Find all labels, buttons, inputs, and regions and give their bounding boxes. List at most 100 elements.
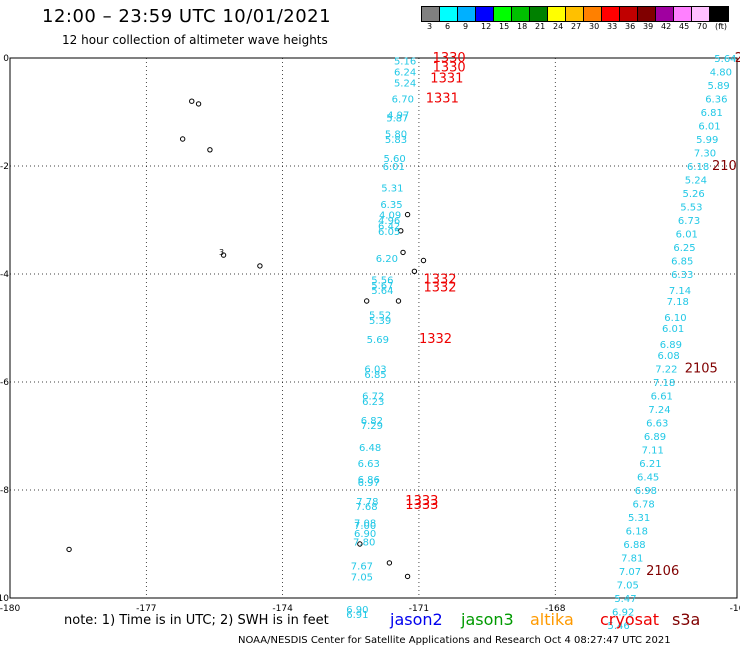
wave-height-value: 6.88 <box>623 540 645 551</box>
wave-height-value: 4.09 <box>379 211 401 222</box>
wave-height-value: 7.30 <box>694 149 716 160</box>
y-tick-label: -10 <box>0 594 9 604</box>
wave-height-value: 5.69 <box>367 335 389 346</box>
wave-height-value: 6.91 <box>346 610 368 621</box>
color-scale-label: 18 <box>517 22 528 31</box>
color-swatch <box>566 7 584 21</box>
wave-height-value: 5.56 <box>371 275 393 286</box>
x-tick-label: -177 <box>136 604 156 614</box>
wave-height-value: 7.29 <box>361 421 383 432</box>
wave-height-value: 6.25 <box>673 243 695 254</box>
color-swatch <box>620 7 638 21</box>
color-scale-label: 70 <box>697 22 708 31</box>
color-scale-label: (ft) <box>715 22 728 31</box>
wave-height-value: 6.01 <box>662 324 684 335</box>
wave-height-value: 6.01 <box>676 230 698 241</box>
wave-height-value: 6.61 <box>651 392 673 403</box>
island-label: 3 <box>219 248 224 257</box>
y-tick-label: -8 <box>0 486 9 496</box>
color-swatch <box>584 7 602 21</box>
island-outline <box>357 541 363 547</box>
wave-height-value: 5.87 <box>386 113 408 124</box>
wave-height-value: 5.89 <box>707 81 729 92</box>
color-scale-label: 27 <box>571 22 582 31</box>
x-tick-label: -180 <box>0 604 20 614</box>
wave-height-value: 5.46 <box>608 621 630 632</box>
orbit-number-label: 2 <box>735 51 740 66</box>
orbit-number-label: 1330 <box>433 61 466 76</box>
map-frame <box>9 57 738 599</box>
wave-height-value: 6.33 <box>671 270 693 281</box>
island-outline <box>411 268 418 274</box>
color-swatch <box>458 7 476 21</box>
wave-height-value: 6.45 <box>637 473 659 484</box>
wave-height-value: 6.63 <box>358 459 380 470</box>
color-swatch <box>638 7 656 21</box>
wave-height-value: 6.92 <box>612 608 634 619</box>
wave-height-value: 5.52 <box>369 311 391 322</box>
island-outline <box>404 211 411 218</box>
color-scale-label: 9 <box>463 22 469 31</box>
color-swatch <box>674 7 692 21</box>
wave-height-value: 7.05 <box>351 572 373 583</box>
y-tick-label: -6 <box>0 378 9 388</box>
color-scale-label: 36 <box>625 22 636 31</box>
wave-height-value: 5.39 <box>369 316 391 327</box>
legend-s3a: s3a <box>672 610 701 629</box>
color-scale-label: 45 <box>679 22 690 31</box>
wave-height-value: 5.26 <box>682 189 704 200</box>
wave-height-value: 7.11 <box>642 446 664 457</box>
wave-height-value: 6.85 <box>364 370 386 381</box>
wave-height-value: 6.18 <box>687 162 709 173</box>
orbit-number-label: 1332 <box>423 272 456 287</box>
orbit-number-label: 1331 <box>430 72 463 87</box>
orbit-number-label: 1332 <box>419 332 452 347</box>
color-scale-label: 33 <box>607 22 618 31</box>
wave-height-value: 6.18 <box>626 527 648 538</box>
color-scale-labels: 3 6 9 12 15 18 21 24 27 30 33 36 39 42 45 70 (ft) <box>421 22 740 34</box>
island-outline <box>66 546 72 553</box>
wave-height-value: 6.23 <box>362 397 384 408</box>
wave-height-value: 6.82 <box>361 416 383 427</box>
chart-subtitle: 12 hour collection of altimeter wave hei… <box>62 33 328 47</box>
wave-height-value: 6.05 <box>378 227 400 238</box>
island-outline <box>404 573 411 580</box>
wave-height-value: 7.81 <box>621 554 643 565</box>
wave-height-value: 5.83 <box>385 135 407 146</box>
island-outline <box>398 228 404 234</box>
color-scale-legend <box>421 6 729 22</box>
wave-height-value: 6.08 <box>657 351 679 362</box>
legend-jason3: jason3 <box>461 610 514 629</box>
wave-height-value: 7.08 <box>354 518 376 529</box>
wave-height-value: 7.67 <box>351 562 373 573</box>
chart-title: 12:00 – 23:59 UTC 10/01/2021 <box>42 6 332 27</box>
wave-height-value: 5.31 <box>381 184 403 195</box>
wave-height-value: 6.70 <box>392 95 414 106</box>
legend-altika: altika <box>530 610 574 629</box>
color-swatch <box>422 7 440 21</box>
orbit-number-label: 1331 <box>426 92 459 107</box>
wave-height-value: 6.81 <box>701 108 723 119</box>
color-scale-label: 21 <box>535 22 546 31</box>
wave-height-value: 6.78 <box>632 500 654 511</box>
wave-height-value: 6.63 <box>646 419 668 430</box>
wave-height-value: 6.97 <box>358 478 380 489</box>
island-outline <box>195 101 202 107</box>
color-swatch <box>494 7 512 21</box>
wave-height-value: 6.20 <box>376 254 398 265</box>
wave-height-value: 6.98 <box>635 486 657 497</box>
wave-height-value: 5.60 <box>383 154 405 165</box>
color-swatch <box>548 7 566 21</box>
color-scale-label: 12 <box>481 22 492 31</box>
wave-height-value: 6.24 <box>394 68 416 79</box>
wave-height-value: 5.24 <box>394 78 416 89</box>
wave-height-value: 5.80 <box>385 130 407 141</box>
color-swatch <box>602 7 620 21</box>
island-outline <box>220 252 227 258</box>
wave-height-value: 5.47 <box>614 594 636 605</box>
wave-height-value: 6.03 <box>364 365 386 376</box>
orbit-number-label: 210 <box>712 159 737 174</box>
wave-height-value: 5.67 <box>371 281 393 292</box>
orbit-number-label: 2105 <box>685 362 718 377</box>
